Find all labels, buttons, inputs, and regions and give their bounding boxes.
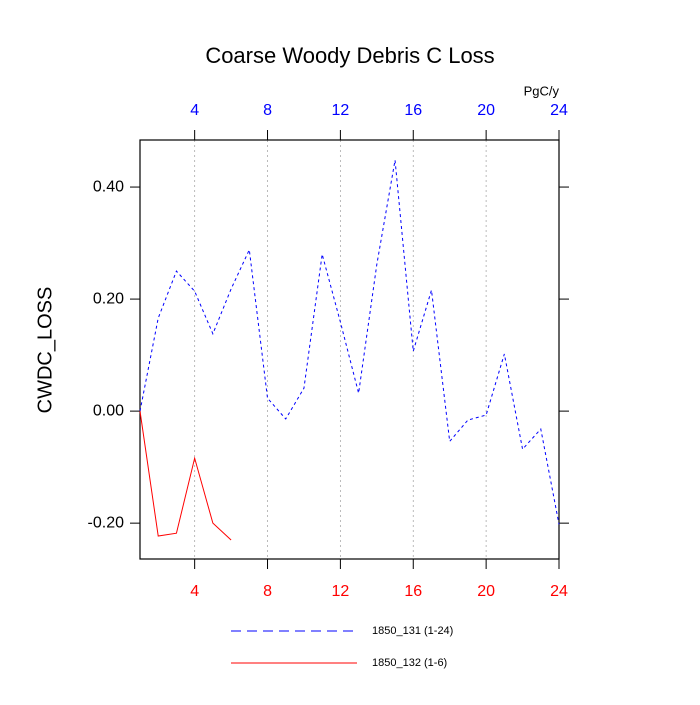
x-tick-label: 20 bbox=[477, 583, 495, 600]
x2-axis-label: PgC/y bbox=[524, 83, 560, 98]
y-tick-label: 0.40 bbox=[93, 178, 124, 195]
y-tick-label: 0.20 bbox=[93, 290, 124, 307]
legend-label: 1850_132 (1-6) bbox=[372, 657, 447, 669]
plot-frame bbox=[139, 139, 560, 560]
x-tick-label: 16 bbox=[404, 583, 422, 600]
x2-tick-label: 4 bbox=[190, 102, 199, 119]
x-tick-label: 4 bbox=[190, 583, 199, 600]
x2-tick-label: 24 bbox=[550, 102, 568, 119]
series-line bbox=[139, 411, 232, 541]
legend-label: 1850_131 (1-24) bbox=[372, 625, 453, 637]
x-tick-label: 24 bbox=[550, 583, 568, 600]
chart-title: Coarse Woody Debris C Loss bbox=[205, 43, 494, 68]
series-line bbox=[139, 160, 560, 525]
x2-tick-label: 12 bbox=[331, 102, 349, 119]
x-tick-label: 12 bbox=[331, 583, 349, 600]
x2-tick-label: 16 bbox=[404, 102, 422, 119]
y-tick-label: -0.20 bbox=[88, 514, 125, 531]
x-tick-label: 8 bbox=[263, 583, 272, 600]
x2-tick-label: 8 bbox=[263, 102, 272, 119]
x2-tick-label: 20 bbox=[477, 102, 495, 119]
y-tick-label: 0.00 bbox=[93, 402, 124, 419]
y-axis-label: CWDC_LOSS bbox=[34, 287, 56, 414]
